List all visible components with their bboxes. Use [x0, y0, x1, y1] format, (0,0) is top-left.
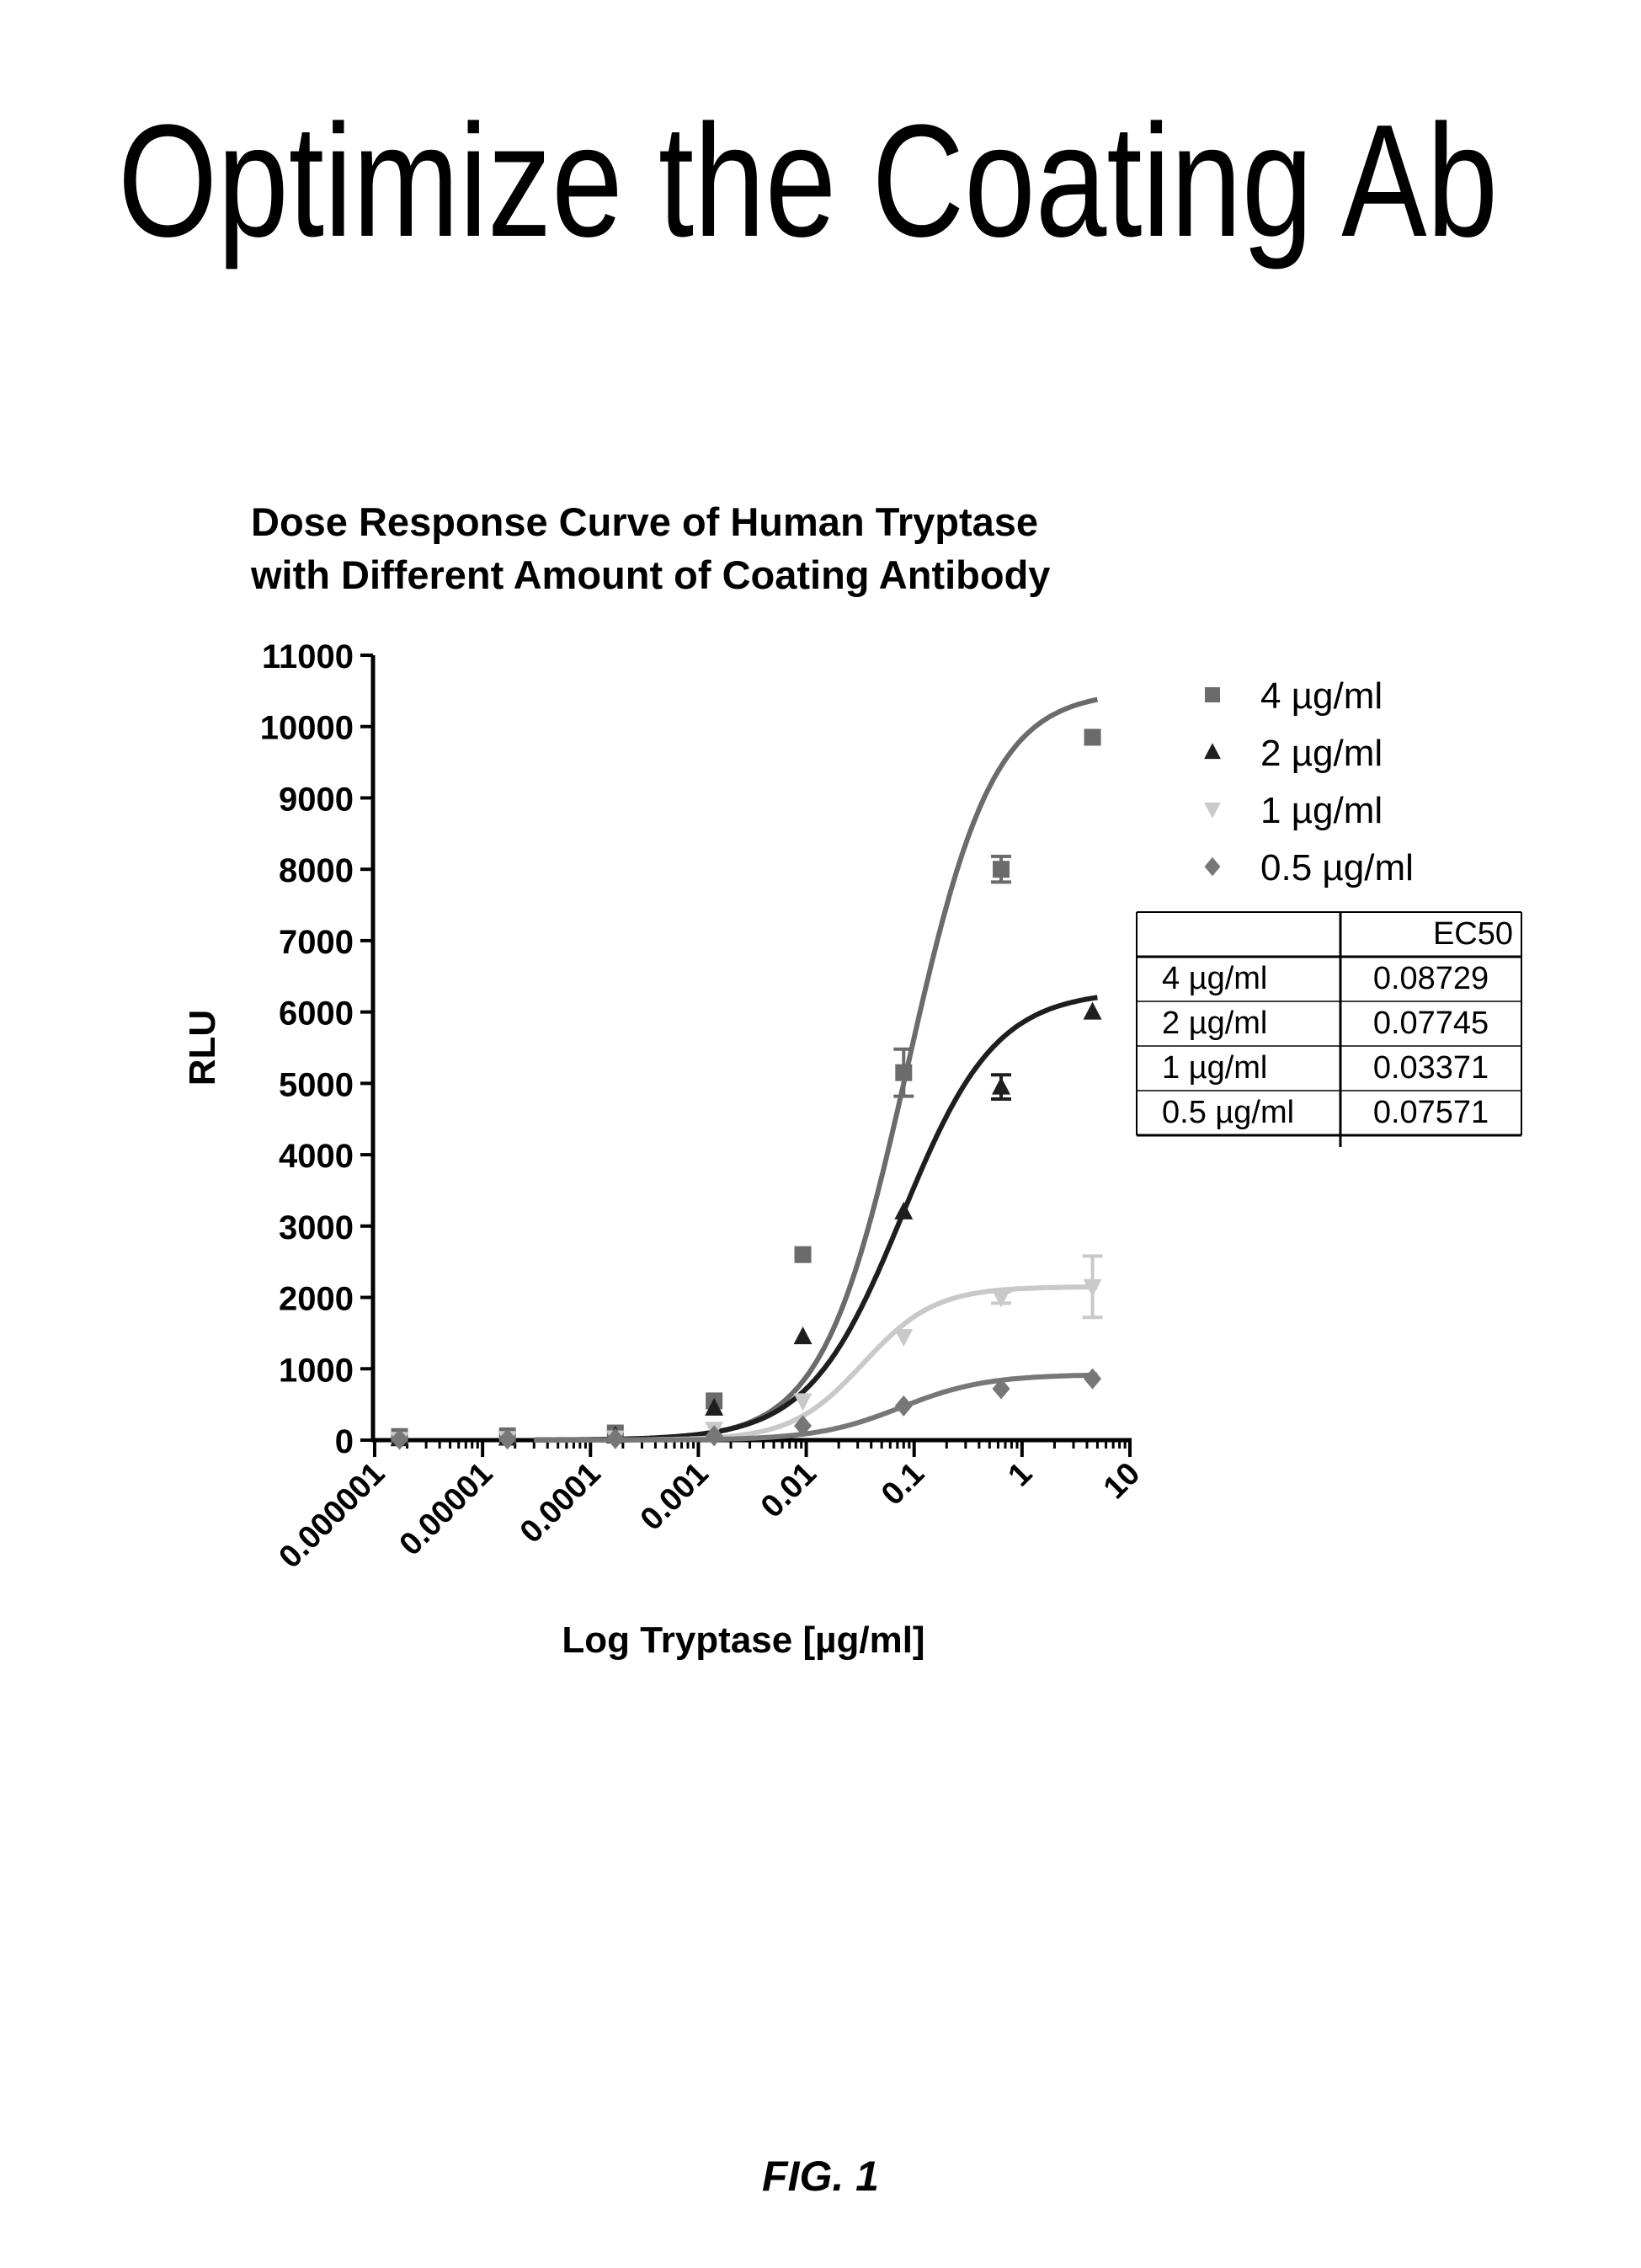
y-tick-label: 3000 — [279, 1209, 354, 1246]
data-point — [498, 1428, 517, 1450]
legend-marker — [1205, 687, 1220, 702]
table-cell-ec50: 0.08729 — [1373, 961, 1489, 996]
x-tick-label: 1 — [1002, 1456, 1040, 1494]
fit-curve — [534, 696, 1099, 1443]
chart-title-line-1: Dose Response Curve of Human Tryptase — [251, 499, 1039, 544]
data-point — [992, 1289, 1011, 1308]
table-header-ec50: EC50 — [1433, 916, 1513, 952]
y-axis-label: RLU — [182, 1010, 223, 1086]
data-point — [391, 1428, 409, 1450]
figure-caption: FIG. 1 — [762, 2153, 879, 2200]
y-tick-label: 8000 — [279, 852, 354, 889]
data-point — [895, 1064, 913, 1081]
data-point — [793, 1326, 813, 1345]
data-point — [993, 861, 1010, 878]
y-tick-label: 0 — [335, 1423, 354, 1460]
y-tick-label: 9000 — [279, 781, 354, 818]
series-1 — [391, 696, 1101, 1445]
data-point — [992, 1378, 1010, 1400]
table-cell-coating: 4 µg/ml — [1162, 961, 1267, 996]
x-tick-label: 10 — [1097, 1456, 1148, 1507]
legend-marker — [1204, 857, 1221, 877]
data-point — [1083, 1278, 1102, 1297]
table-cell-coating: 0.5 µg/ml — [1162, 1095, 1294, 1130]
legend-marker — [1204, 743, 1221, 760]
data-point — [793, 1393, 813, 1411]
data-point — [1084, 1368, 1102, 1390]
legend-marker — [1204, 802, 1221, 819]
chart-title: Dose Response Curve of Human Tryptase wi… — [251, 495, 1050, 601]
fit-curve — [534, 995, 1098, 1443]
y-tick-label: 2000 — [279, 1281, 354, 1318]
chart-legend: 4 µg/ml 2 µg/ml 1 µg/ml 0.5 µg/ml — [1204, 675, 1414, 889]
y-tick-label: 5000 — [279, 1066, 354, 1103]
data-point — [1084, 728, 1101, 746]
x-tick-label: 0.001 — [634, 1456, 716, 1538]
table-cell-coating: 1 µg/ml — [1162, 1050, 1267, 1086]
page-heading: Optimize the Coating Ab — [118, 92, 1499, 270]
y-tick-label: 6000 — [279, 995, 354, 1033]
fit-curve — [534, 1372, 1098, 1443]
table-cell-coating: 2 µg/ml — [1162, 1006, 1267, 1041]
data-point — [794, 1415, 813, 1437]
y-tick-label: 11000 — [262, 638, 354, 675]
data-point — [894, 1201, 914, 1219]
data-point — [794, 1246, 812, 1263]
x-tick-label: 0.0001 — [514, 1456, 608, 1550]
x-tick-label: 0.1 — [875, 1456, 931, 1513]
legend-label: 4 µg/ml — [1260, 675, 1383, 717]
data-point — [705, 1425, 723, 1447]
data-point — [894, 1395, 913, 1417]
data-point — [1083, 1001, 1102, 1020]
legend-label: 0.5 µg/ml — [1260, 847, 1414, 889]
table-cell-ec50: 0.03371 — [1373, 1050, 1489, 1086]
data-point — [606, 1428, 625, 1449]
table-cell-ec50: 0.07745 — [1373, 1006, 1489, 1041]
x-tick-label: 0.01 — [754, 1456, 823, 1525]
y-tick-label: 7000 — [279, 924, 354, 961]
data-point — [992, 1076, 1011, 1095]
x-tick-label: 0.000001 — [273, 1456, 392, 1576]
legend-label: 2 µg/ml — [1260, 733, 1383, 774]
y-tick-label: 10000 — [260, 710, 354, 747]
data-point — [705, 1397, 724, 1416]
y-tick-label: 4000 — [279, 1138, 354, 1175]
data-point — [894, 1329, 914, 1347]
x-tick-label: 0.00001 — [393, 1456, 500, 1563]
table-cell-ec50: 0.07571 — [1373, 1095, 1489, 1130]
y-tick-label: 1000 — [279, 1352, 354, 1389]
series-3 — [390, 1254, 1103, 1450]
legend-label: 1 µg/ml — [1260, 790, 1383, 831]
x-axis-label: Log Tryptase [µg/ml] — [562, 1620, 924, 1661]
series-4 — [391, 1368, 1102, 1450]
ec50-table: EC50 4 µg/ml 0.08729 2 µg/ml 0.07745 1 µg/ml 0… — [1136, 911, 1522, 1147]
chart-title-line-2: with Different Amount of Coating Antibod… — [251, 552, 1051, 597]
